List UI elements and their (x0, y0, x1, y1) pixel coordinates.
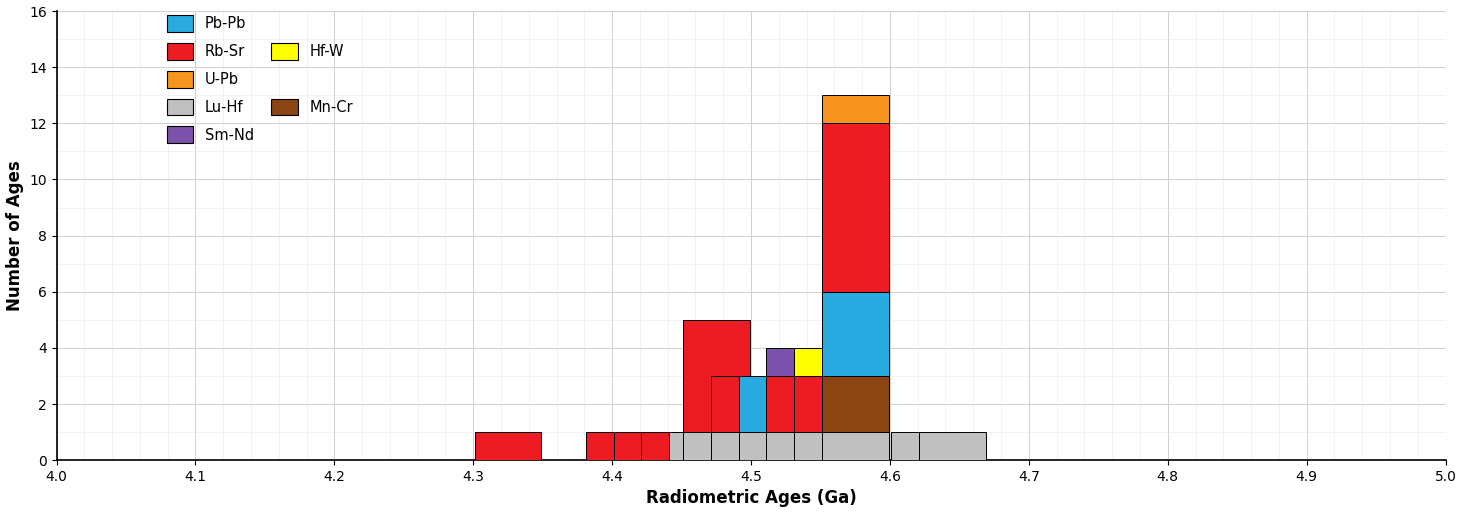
Bar (822, 292, 889, 376)
Bar (766, 376, 833, 432)
Bar (794, 432, 861, 460)
Bar (766, 432, 833, 460)
Bar (766, 348, 833, 376)
Bar (586, 432, 652, 460)
Bar (822, 376, 889, 432)
Bar (822, 123, 889, 292)
Bar (794, 376, 861, 432)
Bar (683, 432, 750, 460)
Bar (475, 432, 541, 460)
Bar (892, 432, 958, 460)
Legend: Pb-Pb, Rb-Sr, U-Pb, Lu-Hf, Sm-Nd, , Hf-W, , Mn-Cr, : Pb-Pb, Rb-Sr, U-Pb, Lu-Hf, Sm-Nd, , Hf-W… (161, 9, 358, 149)
Y-axis label: Number of Ages: Number of Ages (6, 160, 23, 311)
Bar (822, 432, 889, 460)
Bar (738, 376, 806, 432)
Bar (794, 348, 861, 376)
Bar (642, 432, 708, 460)
Bar (670, 432, 735, 460)
Bar (683, 320, 750, 432)
X-axis label: Radiometric Ages (Ga): Radiometric Ages (Ga) (646, 489, 857, 507)
Bar (822, 95, 889, 123)
Bar (738, 432, 806, 460)
Bar (711, 432, 778, 460)
Bar (711, 376, 778, 432)
Bar (920, 432, 985, 460)
Bar (614, 432, 680, 460)
